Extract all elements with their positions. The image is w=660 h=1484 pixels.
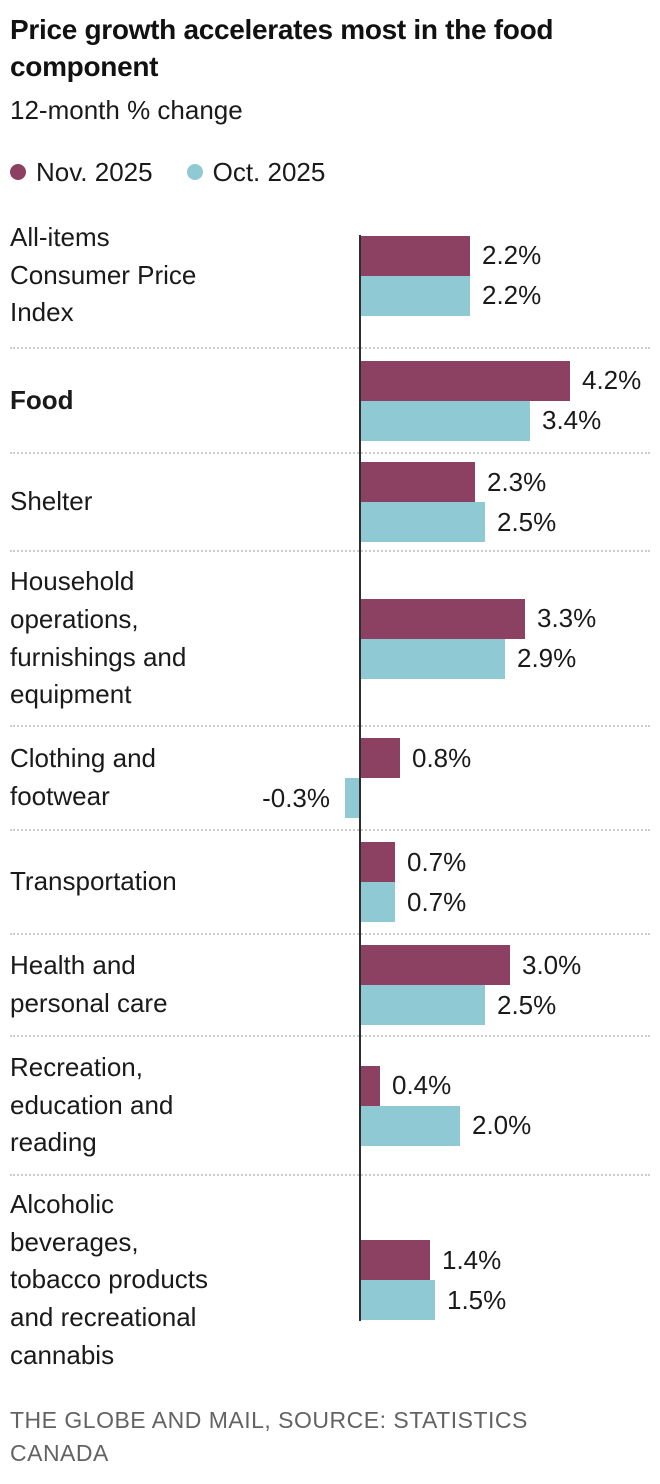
bar-line-nov-2025: 3.0%: [360, 945, 650, 986]
category-bars: 0.7% 0.7%: [360, 831, 650, 933]
legend-swatch-oct-icon: [186, 164, 203, 181]
category-bars: 3.3% 2.9%: [360, 552, 650, 725]
bar-value-label: 0.8%: [412, 742, 472, 773]
bar-oct-2025: [360, 1105, 460, 1146]
category-label: Alcoholic beverages, tobacco products an…: [10, 1188, 209, 1370]
bar-nov-2025: [360, 360, 570, 401]
legend-item-nov-2025: Nov. 2025: [10, 157, 153, 188]
bar-value-label: 2.2%: [482, 280, 542, 311]
bar-line-nov-2025: 1.4%: [360, 1240, 650, 1281]
bar-value-label: 1.4%: [442, 1244, 502, 1275]
bar-value-label: 1.5%: [447, 1284, 507, 1315]
bar-line-oct-2025: -0.3%: [262, 778, 650, 819]
legend-item-oct-2025: Oct. 2025: [186, 156, 326, 188]
category-bars: 4.2% 3.4%: [360, 349, 650, 452]
legend-label-oct-2025: Oct. 2025: [212, 156, 326, 187]
bar-value-label: 0.4%: [392, 1070, 452, 1101]
baseline-axis: [359, 235, 361, 1322]
chart-row: Transportation 0.7% 0.7%: [10, 831, 650, 936]
bar-nov-2025: [360, 842, 395, 883]
bar-line-oct-2025: 2.2%: [360, 275, 650, 316]
chart-row: Recreation, education and reading 0.4% 2.…: [10, 1037, 650, 1177]
bar-line-nov-2025: 0.4%: [360, 1065, 650, 1106]
legend-swatch-nov-icon: [10, 164, 26, 181]
category-label: Health and personal care: [10, 950, 168, 1019]
chart-title: Price growth accelerates most in the foo…: [10, 14, 554, 82]
bar-value-label: 2.5%: [497, 989, 557, 1020]
chart-row: Shelter 2.3% 2.5%: [10, 454, 650, 553]
bar-value-label: -0.3%: [262, 782, 330, 813]
bar-value-label: 2.5%: [497, 506, 557, 537]
category-label: All-items Consumer Price Index: [10, 222, 197, 328]
bar-nov-2025: [360, 598, 525, 639]
source-credit: THE GLOBE AND MAIL, SOURCE: STATISTICS C…: [10, 1407, 528, 1467]
category-label: Clothing and footwear: [10, 743, 156, 812]
bar-line-nov-2025: 2.2%: [360, 235, 650, 276]
bar-line-oct-2025: 2.0%: [360, 1105, 650, 1146]
category-label: Shelter: [10, 486, 93, 517]
category-label: Transportation: [10, 866, 177, 897]
bar-value-label: 3.3%: [537, 603, 597, 634]
chart-row: Clothing and footwear 0.8% -0.3%: [10, 727, 650, 832]
chart-row: Food 4.2% 3.4%: [10, 349, 650, 455]
bar-value-label: 0.7%: [407, 886, 467, 917]
bar-oct-2025: [360, 985, 485, 1026]
bar-nov-2025: [360, 1065, 380, 1106]
legend-label-nov-2025: Nov. 2025: [36, 156, 153, 187]
bar-nov-2025: [360, 235, 470, 276]
category-bars: 2.2% 2.2%: [360, 204, 650, 347]
category-bars: 3.0% 2.5%: [360, 935, 650, 1035]
bar-value-label: 4.2%: [582, 365, 642, 396]
bar-oct-2025: [360, 882, 395, 923]
bar-value-label: 2.2%: [482, 240, 542, 271]
category-bars: 2.3% 2.5%: [360, 454, 650, 550]
category-bars: 1.4% 1.5%: [360, 1176, 650, 1384]
bar-line-oct-2025: 1.5%: [360, 1280, 650, 1321]
bar-value-label: 2.9%: [517, 643, 577, 674]
bar-oct-2025: [360, 502, 485, 543]
bar-line-nov-2025: 2.3%: [360, 462, 650, 503]
bar-nov-2025: [360, 1240, 430, 1281]
bar-oct-2025: [360, 275, 470, 316]
bar-line-oct-2025: 3.4%: [360, 400, 650, 441]
bar-nov-2025: [360, 738, 400, 779]
bar-oct-2025: [360, 400, 530, 441]
bar-value-label: 2.3%: [487, 466, 547, 497]
bar-line-oct-2025: 0.7%: [360, 882, 650, 923]
bar-value-label: 3.0%: [522, 949, 582, 980]
chart-rows: All-items Consumer Price Index 2.2% 2.2% …: [10, 204, 650, 1384]
bar-value-label: 3.4%: [542, 405, 602, 436]
bar-oct-2025: [345, 778, 360, 819]
bar-value-label: 0.7%: [407, 846, 467, 877]
category-label: Recreation, education and reading: [10, 1052, 174, 1158]
chart-subtitle: 12-month % change: [10, 94, 243, 125]
bar-line-oct-2025: 2.5%: [360, 502, 650, 543]
bar-line-nov-2025: 0.7%: [360, 842, 650, 883]
chart-row: All-items Consumer Price Index 2.2% 2.2%: [10, 204, 650, 350]
bar-line-nov-2025: 4.2%: [360, 360, 650, 401]
bar-oct-2025: [360, 1280, 435, 1321]
chart-row: Alcoholic beverages, tobacco products an…: [10, 1176, 650, 1384]
bar-chart: All-items Consumer Price Index 2.2% 2.2% …: [10, 204, 650, 1384]
bar-oct-2025: [360, 638, 505, 679]
bar-line-oct-2025: 2.5%: [360, 985, 650, 1026]
category-label: Food: [10, 384, 74, 415]
bar-line-nov-2025: 3.3%: [360, 598, 650, 639]
bar-nov-2025: [360, 945, 510, 986]
chart-row: Household operations, furnishings and eq…: [10, 552, 650, 728]
bar-nov-2025: [360, 462, 475, 503]
chart-row: Health and personal care 3.0% 2.5%: [10, 935, 650, 1038]
bar-value-label: 2.0%: [472, 1110, 532, 1141]
bar-line-nov-2025: 0.8%: [360, 738, 650, 779]
category-label: Household operations, furnishings and eq…: [10, 566, 187, 710]
category-bars: 0.4% 2.0%: [360, 1037, 650, 1174]
bar-line-oct-2025: 2.9%: [360, 638, 650, 679]
legend: Nov. 2025 Oct. 2025: [10, 156, 650, 188]
category-bars: 0.8% -0.3%: [262, 727, 650, 829]
